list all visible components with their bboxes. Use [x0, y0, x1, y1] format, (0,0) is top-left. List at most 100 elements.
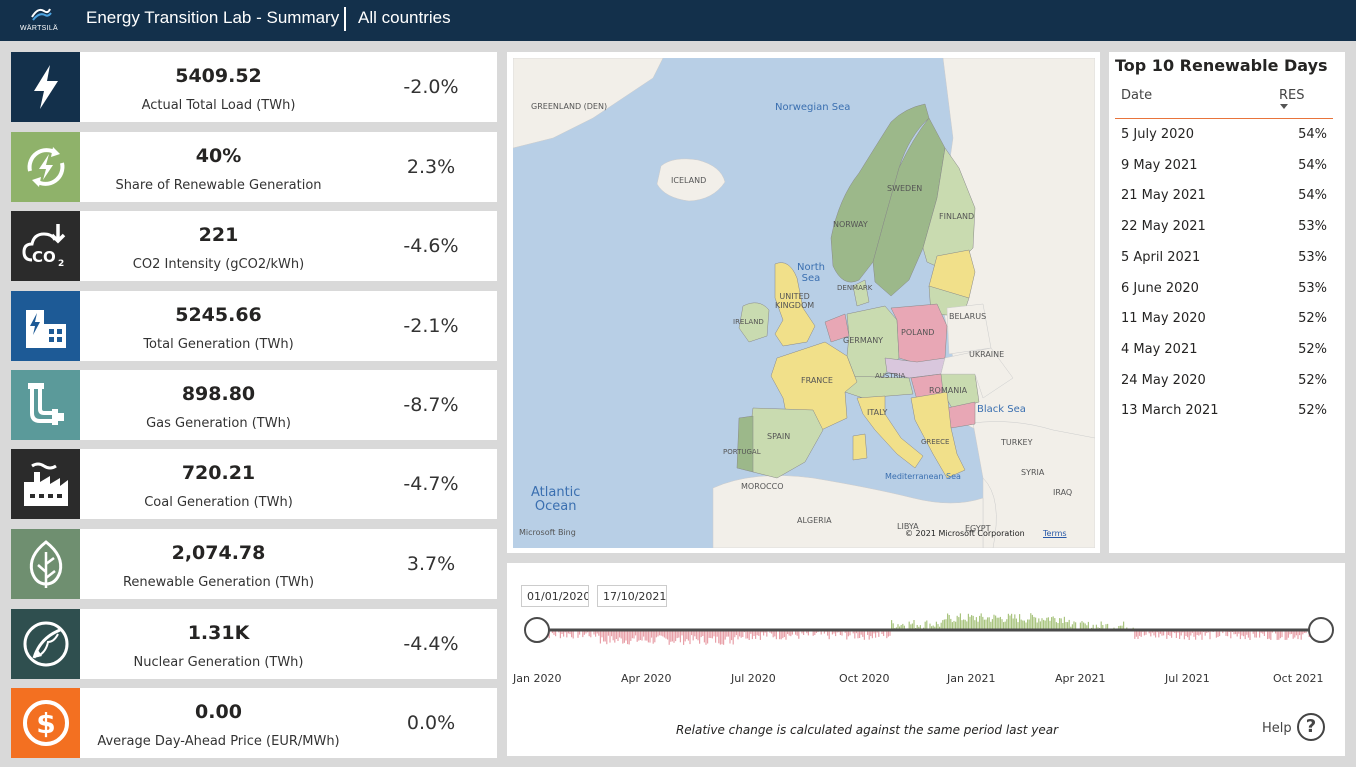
- sparkline-bar: [724, 630, 726, 640]
- kpi-card-gas-generation: 898.80 Gas Generation (TWh) -8.7%: [11, 370, 497, 440]
- sparkline-bar: [1017, 622, 1019, 630]
- column-header-res[interactable]: RES: [1279, 88, 1305, 103]
- sparkline-bar: [731, 630, 733, 641]
- sparkline-bar: [572, 630, 574, 639]
- sparkline-bar: [691, 630, 693, 636]
- axis-tick: Jul 2020: [731, 672, 776, 685]
- kpi-label: CO2 Intensity (gCO2/kWh): [132, 257, 305, 272]
- sparkline-bar: [1155, 630, 1157, 638]
- table-row[interactable]: 24 May 2020 52%: [1115, 365, 1333, 395]
- help-label[interactable]: Help: [1262, 721, 1292, 736]
- sparkline-bar: [991, 619, 993, 630]
- sparkline-bar: [614, 630, 616, 643]
- wave-logo-icon: [31, 8, 52, 21]
- sparkline-bar: [803, 630, 805, 635]
- table-row[interactable]: 9 May 2021 54%: [1115, 150, 1333, 180]
- sparkline-bar: [1043, 619, 1045, 630]
- sparkline-bar: [977, 621, 979, 630]
- end-date-input[interactable]: 17/10/2021: [597, 585, 667, 607]
- sparkline-bar: [1060, 618, 1062, 630]
- map-label-north-sea: North Sea: [797, 262, 825, 284]
- row-date: 21 May 2021: [1121, 188, 1206, 203]
- sparkline-bar: [739, 630, 741, 637]
- header-underline: [1115, 118, 1333, 119]
- sparkline-bar: [1179, 630, 1181, 639]
- column-header-date[interactable]: Date: [1121, 88, 1153, 103]
- help-icon[interactable]: ?: [1297, 713, 1325, 741]
- kpi-label: Share of Renewable Generation: [115, 178, 322, 193]
- sparkline-bar: [1075, 622, 1077, 630]
- table-row[interactable]: 6 June 2020 53%: [1115, 273, 1333, 303]
- sparkline-bar: [1046, 617, 1048, 630]
- sparkline-bar: [1246, 630, 1248, 635]
- row-date: 9 May 2021: [1121, 158, 1198, 173]
- axis-tick: Oct 2020: [839, 672, 890, 685]
- table-row[interactable]: 4 May 2021 52%: [1115, 334, 1333, 364]
- slider-start-handle[interactable]: [524, 617, 550, 643]
- table-row[interactable]: 13 March 2021 52%: [1115, 395, 1333, 425]
- europe-map[interactable]: GREENLAND (DEN) ICELAND Norwegian Sea SW…: [513, 58, 1095, 548]
- sparkline-bar: [782, 630, 784, 639]
- table-row[interactable]: 5 July 2020 54%: [1115, 119, 1333, 149]
- sparkline-bar: [972, 615, 974, 630]
- row-res: 52%: [1298, 311, 1327, 326]
- sparkline-bar: [806, 630, 808, 634]
- sparkline-bar: [897, 624, 899, 630]
- kpi-card-day-ahead-price: $ 0.00 Average Day-Ahead Price (EUR/MWh)…: [11, 688, 497, 758]
- sparkline-bar: [702, 630, 704, 636]
- sparkline-bar: [659, 630, 661, 636]
- map-label-norway: NORWAY: [833, 220, 868, 229]
- sparkline-bar: [790, 630, 792, 637]
- sparkline-bar: [1169, 630, 1171, 636]
- sparkline-bar: [1289, 630, 1291, 635]
- row-date: 4 May 2021: [1121, 342, 1198, 357]
- sparkline-bar: [663, 630, 665, 638]
- sparkline-bar: [1239, 630, 1241, 640]
- row-date: 24 May 2020: [1121, 373, 1206, 388]
- start-date-input[interactable]: 01/01/2020: [521, 585, 589, 607]
- kpi-card-coal-generation: 720.21 Coal Generation (TWh) -4.7%: [11, 449, 497, 519]
- sparkline-bar: [1038, 618, 1040, 630]
- sparkline-bar: [1270, 630, 1272, 640]
- country-filter[interactable]: All countries: [358, 8, 451, 27]
- kpi-label: Renewable Generation (TWh): [122, 575, 315, 590]
- table-row[interactable]: 22 May 2021 53%: [1115, 211, 1333, 241]
- sparkline-bar: [1134, 630, 1136, 639]
- sparkline-bar: [692, 630, 694, 641]
- sparkline-bar: [667, 630, 669, 640]
- sparkline-bar: [1148, 630, 1150, 634]
- sparkline-bar: [627, 630, 629, 645]
- sparkline-bar: [820, 630, 822, 635]
- row-res: 54%: [1298, 158, 1327, 173]
- date-range-slider[interactable]: [507, 603, 1345, 673]
- slider-end-handle[interactable]: [1308, 617, 1334, 643]
- kpi-change: -2.1%: [403, 315, 459, 337]
- logo-text: WÄRTSILÄ: [19, 25, 59, 32]
- axis-tick: Apr 2021: [1055, 672, 1106, 685]
- kpi-change: -4.6%: [403, 235, 459, 257]
- map-canvas[interactable]: [513, 58, 1095, 548]
- map-terms-link[interactable]: Terms: [1043, 529, 1067, 538]
- sparkline-bar: [939, 626, 941, 630]
- sparkline-bar: [689, 630, 691, 645]
- sparkline-bar: [1100, 621, 1102, 630]
- sparkline-bar: [1193, 630, 1195, 637]
- sparkline-bar: [1255, 630, 1257, 638]
- sparkline-bar: [871, 630, 873, 639]
- sparkline-bar: [1279, 630, 1281, 639]
- table-row[interactable]: 21 May 2021 54%: [1115, 180, 1333, 210]
- sparkline-bar: [881, 630, 883, 634]
- sparkline-bar: [651, 630, 653, 638]
- sparkline-bar: [999, 616, 1001, 630]
- sparkline-bar: [563, 630, 565, 637]
- sort-desc-icon[interactable]: [1280, 104, 1288, 109]
- sparkline-bar: [979, 615, 981, 630]
- sparkline-bar: [695, 630, 697, 640]
- map-label-poland: POLAND: [901, 328, 935, 337]
- sparkline-bar: [795, 630, 797, 635]
- sparkline-bar: [1014, 614, 1016, 630]
- table-row[interactable]: 5 April 2021 53%: [1115, 242, 1333, 272]
- sparkline-bar: [699, 630, 701, 644]
- table-row[interactable]: 11 May 2020 52%: [1115, 303, 1333, 333]
- sparkline-bar: [975, 617, 977, 630]
